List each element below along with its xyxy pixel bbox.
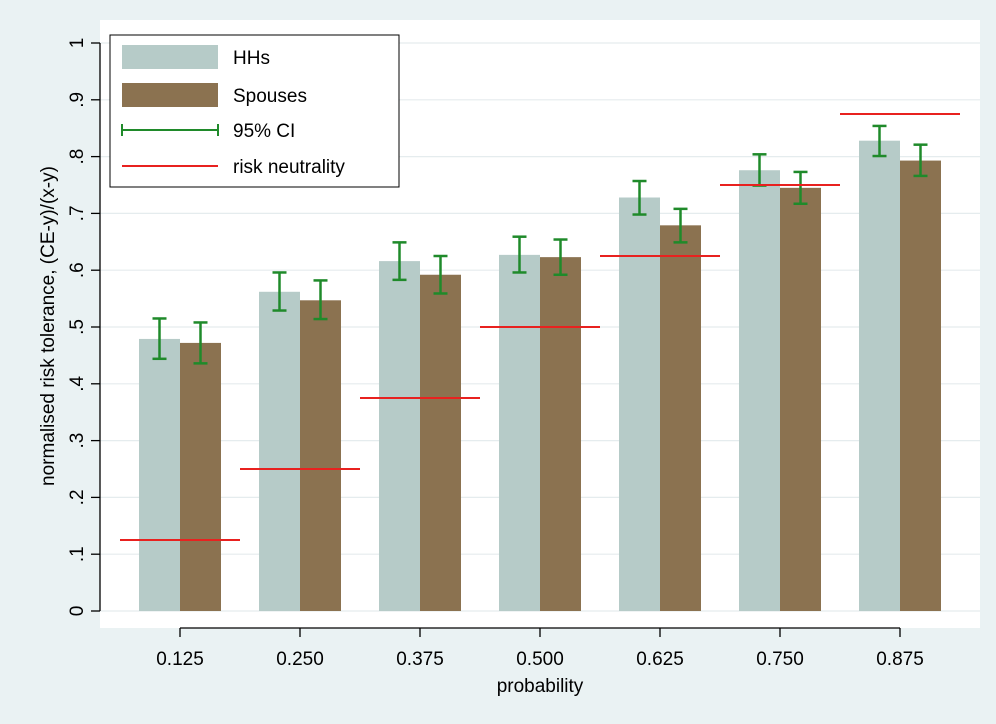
error-bar-spouses bbox=[433, 254, 448, 295]
y-tick-label: .3 bbox=[67, 433, 88, 449]
x-axis-label: probability bbox=[497, 676, 584, 697]
error-bar-spouses bbox=[553, 238, 568, 276]
bar-hhs bbox=[499, 254, 540, 611]
bar-hhs bbox=[739, 170, 780, 611]
error-bar-spouses bbox=[673, 207, 688, 244]
x-tick-label: 0.500 bbox=[516, 649, 564, 670]
legend-label-ci: 95% CI bbox=[233, 121, 295, 142]
bar-hhs bbox=[259, 291, 300, 611]
legend-label-hhs: HHs bbox=[233, 48, 270, 69]
y-tick-labels: 0 .1 .2 .3 .4 .5 .6 .7 .8 .9 1 bbox=[67, 38, 100, 617]
legend-label-spouses: Spouses bbox=[233, 86, 307, 107]
error-bar-spouses bbox=[313, 279, 328, 321]
bar-spouses bbox=[540, 257, 581, 611]
bar-spouses bbox=[780, 187, 821, 611]
x-tick-label: 0.625 bbox=[636, 649, 684, 670]
error-bar-hhs bbox=[872, 124, 887, 158]
y-tick-label: .5 bbox=[67, 319, 88, 335]
risk-neutrality-lines bbox=[120, 113, 960, 541]
x-tick-label: 0.875 bbox=[876, 649, 924, 670]
legend-swatch-hhs bbox=[122, 45, 218, 69]
y-tick-label: .4 bbox=[67, 375, 88, 391]
legend-label-risk-neutrality: risk neutrality bbox=[233, 157, 345, 178]
y-tick-label: .8 bbox=[67, 149, 88, 165]
bar-spouses bbox=[180, 342, 221, 611]
bar-spouses bbox=[660, 225, 701, 611]
error-bar-hhs bbox=[152, 317, 167, 361]
bar-spouses bbox=[420, 274, 461, 611]
legend-swatch-spouses bbox=[122, 83, 218, 107]
y-tick-label: 1 bbox=[67, 38, 88, 49]
y-tick-label: .1 bbox=[67, 546, 88, 562]
bar-hhs bbox=[859, 140, 900, 612]
bar-hhs bbox=[619, 197, 660, 611]
error-bar-hhs bbox=[272, 271, 287, 312]
y-tick-label: .2 bbox=[67, 489, 88, 505]
error-bar-hhs bbox=[512, 235, 527, 274]
legend: HHs Spouses 95% CI risk neutrality bbox=[109, 34, 400, 188]
x-tick-label: 0.125 bbox=[156, 649, 204, 670]
y-axis-label: normalised risk tolerance, (CE-y)/(x-y) bbox=[38, 166, 59, 486]
bars bbox=[139, 140, 941, 612]
y-tick-label: .6 bbox=[67, 262, 88, 278]
error-bar-spouses bbox=[793, 170, 808, 205]
x-tick-label: 0.750 bbox=[756, 649, 804, 670]
bar-spouses bbox=[300, 300, 341, 611]
bar-hhs bbox=[139, 338, 180, 611]
bar-spouses bbox=[900, 160, 941, 612]
legend-swatch-ci bbox=[121, 124, 219, 136]
error-bar-hhs bbox=[392, 241, 407, 282]
error-bar-hhs bbox=[632, 179, 647, 216]
y-tick-label: .7 bbox=[67, 205, 88, 221]
x-tick-label: 0.250 bbox=[276, 649, 324, 670]
error-bar-spouses bbox=[193, 321, 208, 365]
x-tick-label: 0.375 bbox=[396, 649, 444, 670]
error-bar-spouses bbox=[913, 143, 928, 178]
bar-hhs bbox=[379, 261, 420, 611]
y-tick-label: 0 bbox=[67, 606, 88, 617]
y-tick-label: .9 bbox=[67, 92, 88, 108]
x-tick-labels: 0.125 0.250 0.375 0.500 0.625 0.750 0.875 bbox=[156, 628, 924, 670]
